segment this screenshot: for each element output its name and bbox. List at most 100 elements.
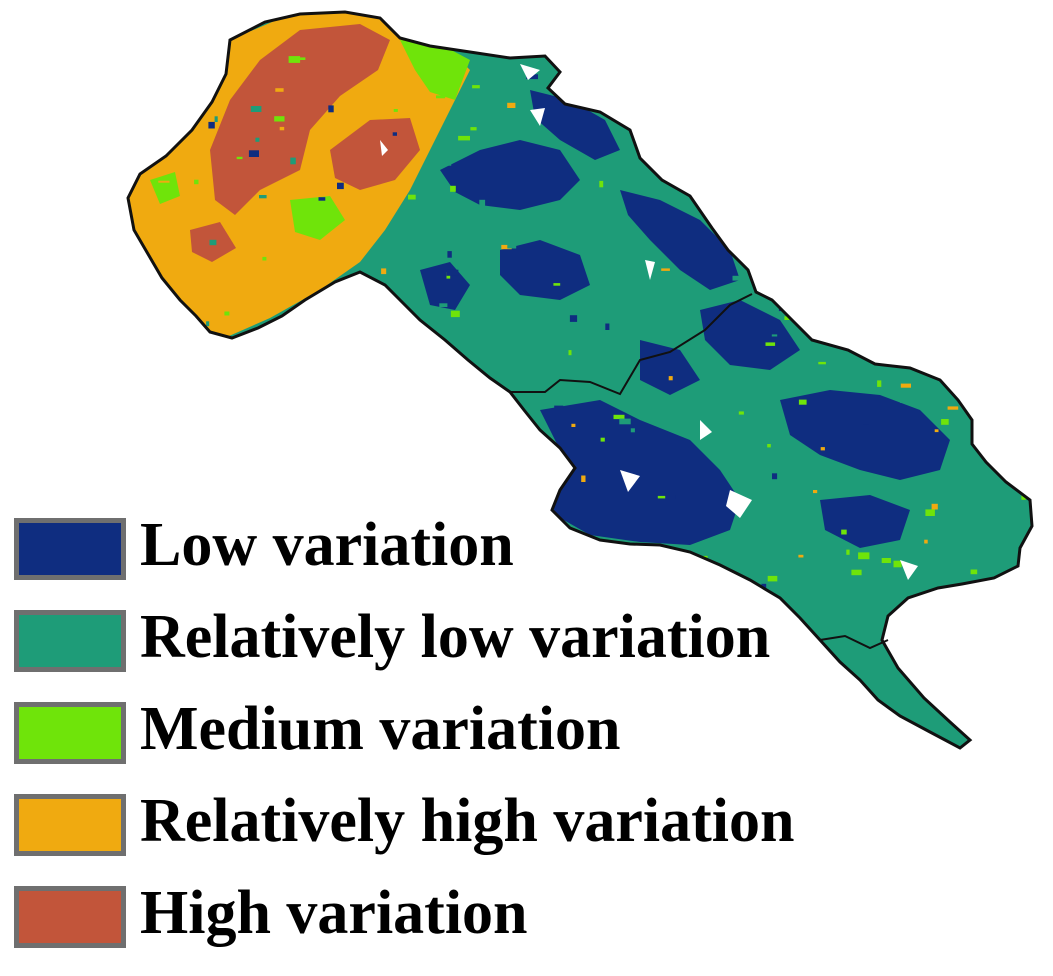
medium-variation-zone [400,40,470,100]
speckle [288,56,301,63]
speckle [568,350,572,356]
speckle [599,180,604,188]
speckle [337,182,344,190]
speckle [400,371,407,375]
speckle [465,401,471,406]
speckle [820,447,825,451]
speckle [206,321,210,327]
speckle [941,419,949,425]
speckle [734,222,740,230]
speckle [294,57,306,60]
speckle [962,343,973,349]
speckle [619,418,631,425]
speckle [181,204,189,210]
speckle [981,597,989,601]
speckle [924,539,928,544]
speckle [751,103,762,109]
speckle [843,31,854,36]
speckle [1021,348,1032,354]
speckle [313,466,318,471]
speckle [534,306,545,314]
speckle [925,509,935,516]
speckle [787,98,798,105]
speckle [864,99,871,103]
speckle [719,25,723,29]
speckle [158,41,170,45]
speckle [784,316,790,320]
speckle [339,413,346,417]
speckle [880,150,886,157]
speckle [630,428,635,433]
speckle [479,199,486,207]
speckle [233,372,243,378]
speckle [553,283,561,286]
speckle [204,62,216,69]
medium-variation-zone [150,172,180,204]
speckle [915,612,922,619]
low-variation-zone [530,90,620,160]
internal-boundary-line [819,634,889,650]
speckle [616,57,624,61]
speckle [798,554,804,558]
speckle [954,104,964,110]
speckle [772,473,778,480]
speckle [470,127,477,131]
speckle [200,454,212,461]
no-data-gaps [380,64,918,580]
speckle [354,488,360,495]
legend-label-medium-variation: Medium variation [140,695,621,763]
speckle [909,331,916,334]
speckle [131,247,138,254]
legend-swatch-low-variation [14,518,126,580]
speckle [439,437,446,444]
speckle [931,503,938,510]
speckle [851,569,862,576]
speckle [449,493,458,500]
legend-item-low-variation: Low variation [14,511,874,608]
speckle [209,239,217,246]
speckle [1015,210,1019,217]
speckle [458,135,470,141]
speckle [877,380,882,387]
speckle [740,216,752,223]
low-variation-zone [640,340,700,395]
speckle [507,244,517,249]
speckle [501,244,512,250]
speckle [408,194,416,200]
speckle [143,113,150,119]
speckle [204,69,210,73]
speckle [318,197,326,201]
speckle [456,462,461,467]
speckle [436,95,446,99]
speckle [723,73,726,79]
speckle [236,156,243,160]
speckle [1010,468,1016,472]
speckle [977,128,983,132]
speckle [732,275,741,281]
speckle [661,268,670,271]
speckle [738,411,744,415]
legend-item-relatively-low-variation: Relatively low variation [14,603,874,700]
speckle [968,44,979,52]
speckle [381,268,387,275]
speckle [446,269,459,276]
speckle [526,74,538,80]
speckle [528,30,532,35]
speckle [447,251,452,258]
speckle [701,155,714,159]
speckle [668,376,673,381]
speckle [262,256,267,261]
internal-boundary-line [510,293,753,396]
speckle [255,137,260,142]
speckle [837,328,847,335]
speckle [1028,30,1032,34]
speckle [629,37,635,42]
speckle [574,57,581,62]
speckle [390,466,399,471]
speckle [214,116,218,122]
speckle [670,336,677,342]
speckle [373,445,377,449]
speckle [921,329,925,333]
high-variation-zone [210,24,390,215]
